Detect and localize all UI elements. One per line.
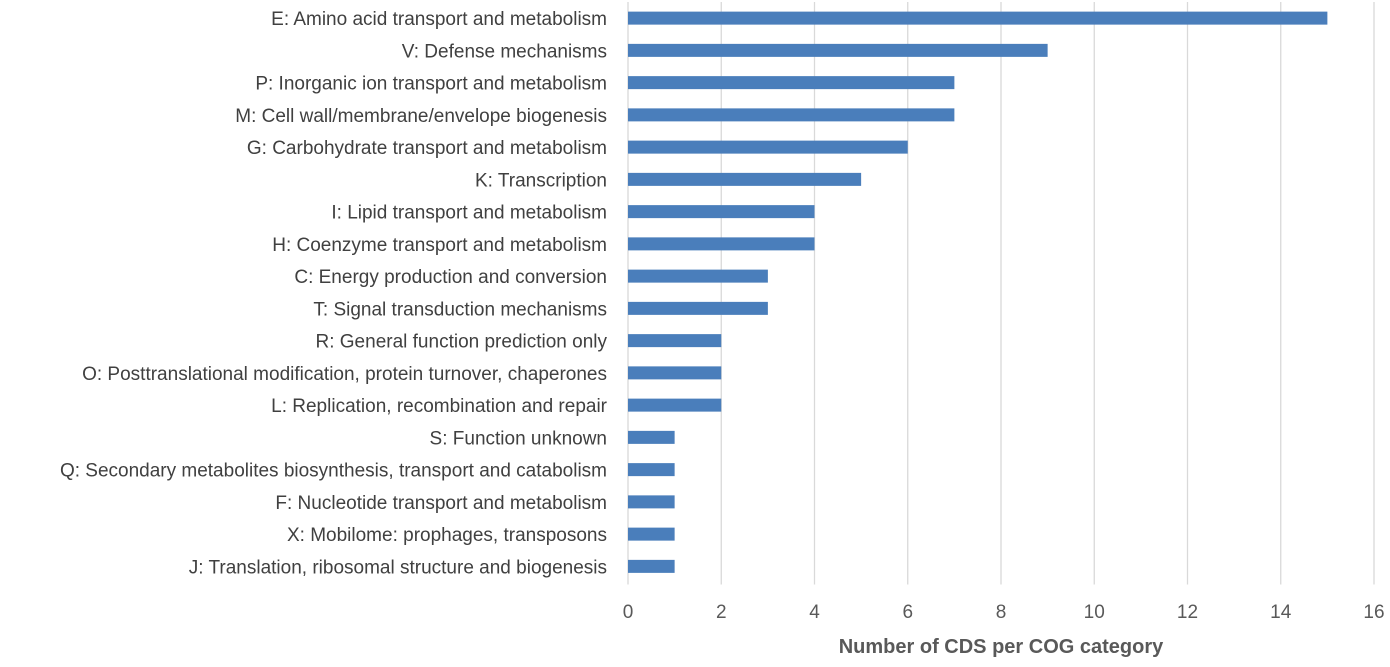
bar — [628, 527, 675, 541]
category-label: E: Amino acid transport and metabolism — [271, 9, 607, 30]
category-label: T: Signal transduction mechanisms — [313, 299, 607, 320]
bar — [628, 140, 908, 154]
bar — [628, 108, 955, 122]
x-tick-label: 8 — [996, 602, 1007, 623]
category-label: L: Replication, recombination and repair — [271, 396, 608, 417]
bar — [628, 76, 955, 90]
bar — [628, 334, 722, 348]
category-label: V: Defense mechanisms — [402, 41, 607, 62]
x-axis-title: Number of CDS per COG category — [839, 636, 1164, 658]
bar — [628, 398, 722, 412]
bar — [628, 269, 768, 283]
category-label: R: General function prediction only — [316, 332, 608, 353]
bars — [628, 11, 1328, 573]
bar — [628, 366, 722, 380]
bar — [628, 430, 675, 444]
bar — [628, 205, 815, 219]
x-tick-label: 14 — [1270, 602, 1292, 623]
bar — [628, 559, 675, 573]
category-label: Q: Secondary metabolites biosynthesis, t… — [60, 461, 607, 482]
category-label: J: Translation, ribosomal structure and … — [189, 557, 607, 578]
x-tick-label: 10 — [1084, 602, 1105, 623]
category-label: K: Transcription — [475, 170, 607, 191]
category-label: H: Coenzyme transport and metabolism — [272, 235, 607, 256]
category-label: I: Lipid transport and metabolism — [331, 203, 607, 224]
category-label: G: Carbohydrate transport and metabolism — [247, 138, 607, 159]
x-tick-label: 2 — [716, 602, 727, 623]
category-label: P: Inorganic ion transport and metabolis… — [255, 74, 607, 95]
gridlines — [627, 2, 1375, 585]
bar — [628, 11, 1328, 25]
x-tick-label: 0 — [623, 602, 634, 623]
x-tick-label: 6 — [902, 602, 913, 623]
bar — [628, 301, 768, 315]
category-label: O: Posttranslational modification, prote… — [82, 364, 607, 385]
x-tick-label: 4 — [809, 602, 820, 623]
x-tick-label: 12 — [1177, 602, 1198, 623]
bar — [628, 237, 815, 251]
category-label: S: Function unknown — [430, 428, 607, 449]
category-label: C: Energy production and conversion — [294, 267, 607, 288]
category-label: M: Cell wall/membrane/envelope biogenesi… — [235, 106, 607, 127]
category-labels: E: Amino acid transport and metabolism V:… — [60, 9, 608, 578]
x-tick-label: 16 — [1363, 602, 1384, 623]
bar — [628, 43, 1048, 57]
bar — [628, 172, 862, 186]
category-label: X: Mobilome: prophages, transposons — [287, 525, 607, 546]
bar — [628, 463, 675, 477]
bar — [628, 495, 675, 509]
x-tick-labels: 0 2 4 6 8 10 12 14 16 — [623, 602, 1385, 623]
category-label: F: Nucleotide transport and metabolism — [275, 493, 607, 514]
